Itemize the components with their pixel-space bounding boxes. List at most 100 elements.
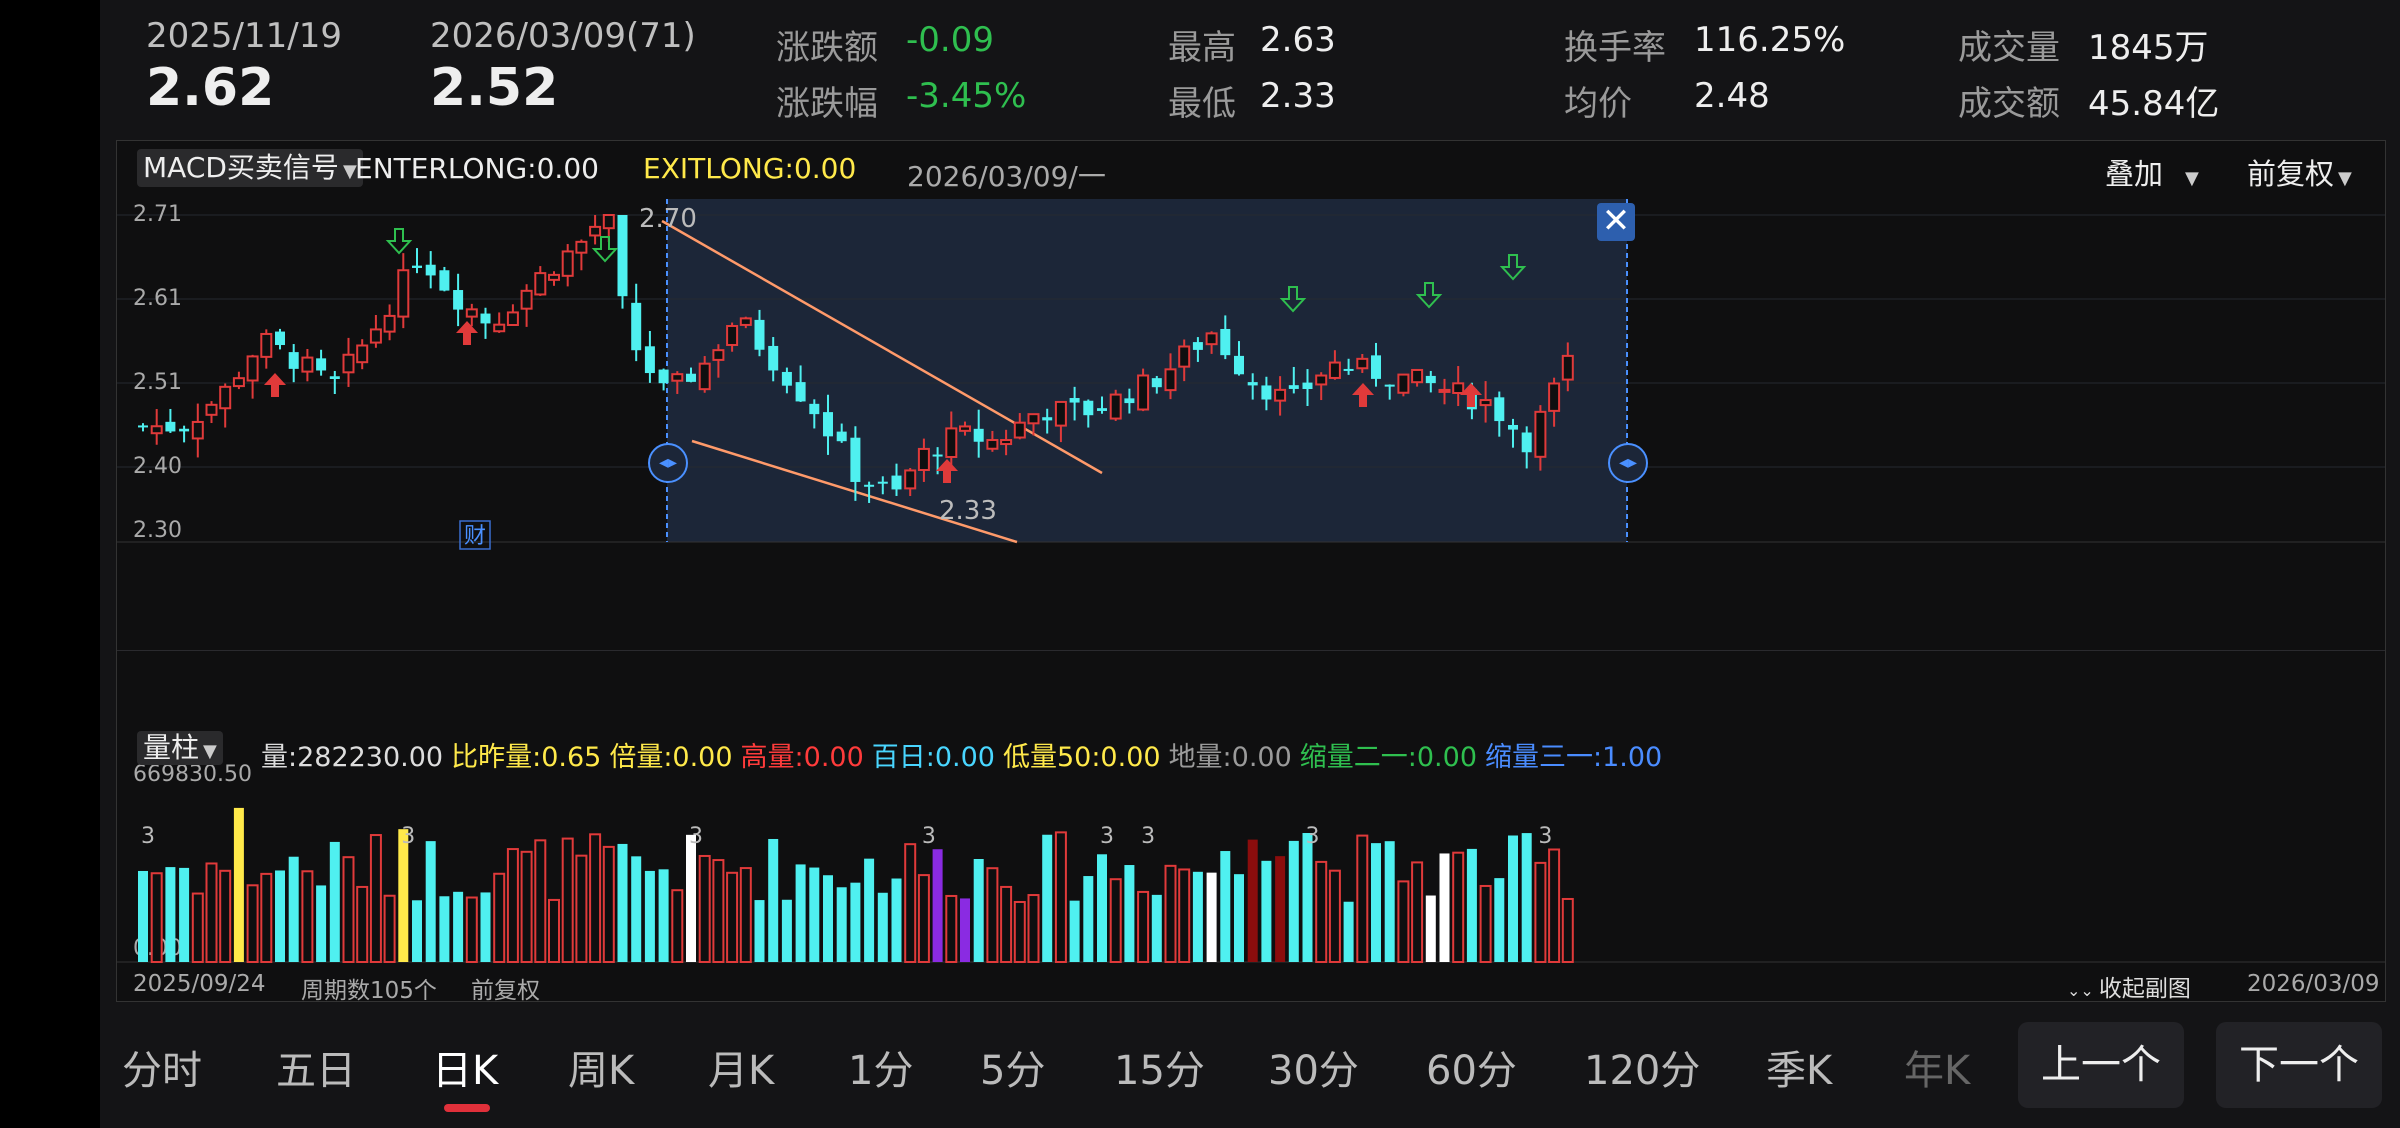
volume-indicator-item: 缩量三一:1.00 <box>1485 742 1663 773</box>
candle-body <box>1178 345 1191 368</box>
upper-trendline <box>661 219 1103 475</box>
candle-body <box>1164 368 1177 392</box>
candle-body <box>617 215 628 297</box>
volume-bar <box>1397 880 1410 964</box>
sell-arrow-icon <box>385 228 413 255</box>
volume-bar <box>288 856 299 962</box>
volume-indicator-selector[interactable]: 量柱 ▼ <box>137 731 223 765</box>
volume-bar <box>191 892 204 963</box>
tab-5min[interactable]: 5分 <box>980 1048 1046 1094</box>
stat-label-low: 最低 <box>1168 84 1236 124</box>
volume-bar <box>1000 885 1013 963</box>
candle-body <box>439 270 450 291</box>
stat-label-change: 涨跌额 <box>776 28 878 68</box>
candle-body <box>205 403 218 416</box>
main-indicator-selector[interactable]: MACD买卖信号 ▼ <box>137 149 363 187</box>
price-tick: 2.40 <box>133 454 182 479</box>
tab-15min[interactable]: 15分 <box>1114 1048 1205 1094</box>
volume-mark-label: 3 <box>141 824 155 849</box>
tab-fenshi[interactable]: 分时 <box>122 1048 202 1094</box>
volume-bar <box>726 871 739 963</box>
chevron-down-icon: ▼ <box>203 741 217 762</box>
chart-panel: MACD买卖信号 ▼ ENTERLONG:0.00 EXITLONG:0.00 2… <box>116 140 2386 1004</box>
candle-body <box>1109 393 1122 420</box>
candle-body <box>165 421 176 432</box>
chart-canvas: 2.71 2.61 2.51 2.40 2.30 2.70 2.33 财 669… <box>117 199 2385 964</box>
candle-body <box>1220 328 1231 356</box>
volume-bars: 3 3 3 3 3 3 3 3 <box>138 807 1574 964</box>
tab-1min[interactable]: 1分 <box>848 1048 914 1094</box>
volume-bar <box>1151 894 1162 962</box>
range-start-price: 2.62 <box>146 58 275 118</box>
candle-body <box>1356 357 1369 370</box>
volume-bar <box>698 854 711 964</box>
prev-button[interactable]: 上一个 <box>2018 1022 2184 1108</box>
stat-label-high: 最高 <box>1168 28 1236 68</box>
candle-body <box>1137 374 1150 411</box>
volume-bar <box>575 854 588 963</box>
candle-body <box>698 362 711 391</box>
candle-body <box>726 325 739 346</box>
footer-start-date: 2025/09/24 <box>133 971 266 997</box>
tab-day-k[interactable]: 日K <box>432 1048 499 1094</box>
volume-bar <box>1027 894 1040 963</box>
volume-mark-label: 3 <box>922 824 936 849</box>
candle-body <box>1205 332 1218 346</box>
close-icon: ✕ <box>1601 201 1631 241</box>
buy-arrow-icon <box>936 459 958 483</box>
candle-body <box>1027 413 1040 425</box>
volume-indicator-item: 低量50:0.00 <box>1002 742 1161 773</box>
volume-bar <box>398 829 409 962</box>
tab-season-k[interactable]: 季K <box>1766 1048 1833 1094</box>
close-selection-button[interactable]: ✕ <box>1597 203 1635 241</box>
candle-body <box>809 403 820 415</box>
selection-left-handle[interactable]: ◂▸ <box>648 443 688 483</box>
stat-value-amount: 45.84亿 <box>2088 84 2220 124</box>
volume-bar <box>631 856 642 962</box>
tab-year-k[interactable]: 年K <box>1904 1048 1971 1094</box>
tab-month-k[interactable]: 月K <box>708 1048 775 1094</box>
tab-120min[interactable]: 120分 <box>1584 1048 1701 1094</box>
stat-value-volume: 1845万 <box>2088 28 2209 68</box>
drag-handle-icon: ◂▸ <box>1618 452 1638 473</box>
collapse-subchart-button[interactable]: ⌄⌄ 收起副图 <box>2067 969 2191 1003</box>
next-button[interactable]: 下一个 <box>2216 1022 2382 1108</box>
tab-60min[interactable]: 60分 <box>1426 1048 1517 1094</box>
candle-body <box>412 265 422 268</box>
volume-bar <box>617 843 628 962</box>
volume-bar <box>1466 848 1477 962</box>
buy-arrow-icon <box>456 321 478 345</box>
low-price-label: 2.33 <box>939 496 997 526</box>
overlay-dropdown[interactable]: 叠加 ▼ <box>2105 151 2199 193</box>
volume-bar <box>465 896 478 963</box>
tab-30min[interactable]: 30分 <box>1268 1048 1359 1094</box>
candle-body <box>1411 368 1424 384</box>
candle-body <box>1054 400 1067 427</box>
buy-arrow-icon <box>1460 383 1482 407</box>
stat-label-change-pct: 涨跌幅 <box>776 84 878 124</box>
candle-body <box>480 313 491 324</box>
candle-body <box>1397 373 1410 394</box>
volume-bar <box>768 838 779 962</box>
chevron-down-icon: ▼ <box>2185 168 2199 189</box>
stat-value-low: 2.33 <box>1260 76 1336 116</box>
volume-bar <box>836 887 847 962</box>
volume-bar <box>1192 871 1203 962</box>
volume-bar <box>301 870 314 963</box>
buy-arrow-icon <box>264 373 286 397</box>
tab-wuri[interactable]: 五日 <box>276 1048 356 1094</box>
stat-label-avg: 均价 <box>1564 84 1632 124</box>
candle-body <box>1000 439 1013 446</box>
adjust-dropdown[interactable]: 前复权 ▼ <box>2247 151 2352 193</box>
stat-value-change-pct: -3.45% <box>906 76 1027 116</box>
candle-body <box>658 369 669 384</box>
selection-region <box>667 199 1627 542</box>
selection-right-handle[interactable]: ◂▸ <box>1608 443 1648 483</box>
candle-body <box>1328 361 1341 379</box>
candle-body <box>781 371 792 386</box>
candle-body <box>397 269 410 318</box>
candle-body <box>686 373 696 382</box>
volume-bar <box>1054 831 1067 963</box>
tab-week-k[interactable]: 周K <box>568 1048 635 1094</box>
candle-body <box>1097 408 1107 411</box>
